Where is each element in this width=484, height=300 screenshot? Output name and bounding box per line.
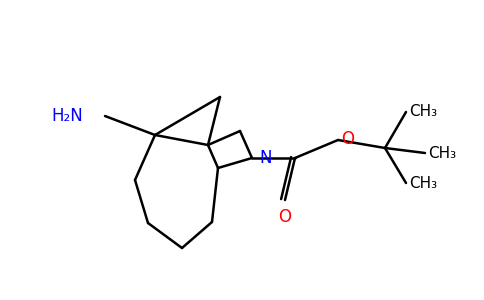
- Text: O: O: [278, 208, 291, 226]
- Text: N: N: [259, 149, 272, 167]
- Text: CH₃: CH₃: [428, 146, 456, 160]
- Text: CH₃: CH₃: [409, 104, 437, 119]
- Text: CH₃: CH₃: [409, 176, 437, 190]
- Text: O: O: [341, 130, 354, 148]
- Text: H₂N: H₂N: [51, 107, 83, 125]
